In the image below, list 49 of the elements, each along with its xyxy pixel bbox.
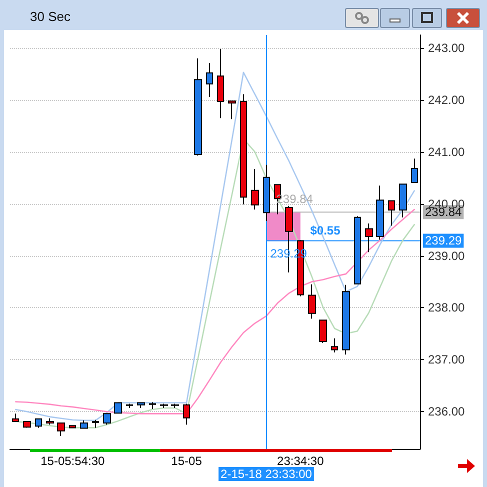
candlestick <box>171 403 179 408</box>
y-tick-label: 243.00 <box>428 40 466 55</box>
y-tick-label: 239.00 <box>428 248 466 263</box>
candlestick <box>69 424 76 429</box>
candlestick <box>206 62 213 98</box>
candlestick <box>80 420 88 429</box>
candlestick <box>103 413 111 426</box>
candlestick <box>411 158 418 184</box>
candlestick <box>114 402 122 414</box>
y-tick-label: 241.00 <box>428 144 466 159</box>
candlestick <box>35 418 42 428</box>
chart-title: 30 Sec <box>30 9 70 24</box>
candlestick <box>183 403 190 426</box>
candlestick <box>46 418 54 426</box>
candlestick <box>263 164 270 222</box>
candlestick <box>23 420 31 428</box>
x-tick-label: 15-05 <box>171 454 202 468</box>
x-tick-label: 15-05:54:30 <box>40 454 105 468</box>
candlestick <box>388 200 395 226</box>
candlestick <box>251 168 259 210</box>
line-series <box>15 72 415 422</box>
candlestick <box>342 284 350 355</box>
candlestick <box>12 413 19 422</box>
candlestick <box>240 94 247 205</box>
candlestick <box>354 216 361 284</box>
candlestick <box>228 100 236 120</box>
candlestick <box>126 403 133 408</box>
line-series <box>15 208 415 414</box>
y-tick-label: 238.00 <box>428 300 466 315</box>
candlestick <box>308 284 316 320</box>
x-tick-label: 2-15-18 23:33:00 <box>220 467 312 481</box>
candlestick <box>194 58 202 156</box>
candlestick <box>319 320 327 344</box>
candlestick <box>92 419 99 428</box>
annotation: $0.55 <box>310 224 341 238</box>
candlestick <box>365 223 373 253</box>
candlestick <box>137 402 145 408</box>
candlestick <box>57 422 65 437</box>
candlestick <box>331 338 338 353</box>
candlestick <box>149 402 156 410</box>
ref-line-label: 239.29 <box>425 234 462 248</box>
candlestick <box>376 185 384 240</box>
x-tick-label: 23:34:30 <box>277 454 324 468</box>
candlestick <box>399 184 407 218</box>
y-tick-label: 236.00 <box>428 404 466 419</box>
y-tick-label: 242.00 <box>428 92 466 107</box>
candlestick <box>217 48 224 119</box>
y-tick-label: 237.00 <box>428 352 466 367</box>
candlestick <box>160 403 168 408</box>
